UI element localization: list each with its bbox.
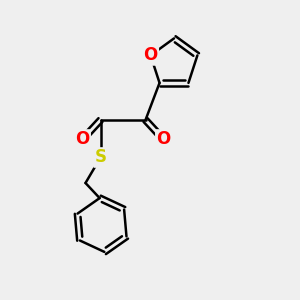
Text: S: S <box>94 148 106 166</box>
Text: O: O <box>143 46 158 64</box>
Text: O: O <box>156 130 171 148</box>
Text: O: O <box>75 130 90 148</box>
